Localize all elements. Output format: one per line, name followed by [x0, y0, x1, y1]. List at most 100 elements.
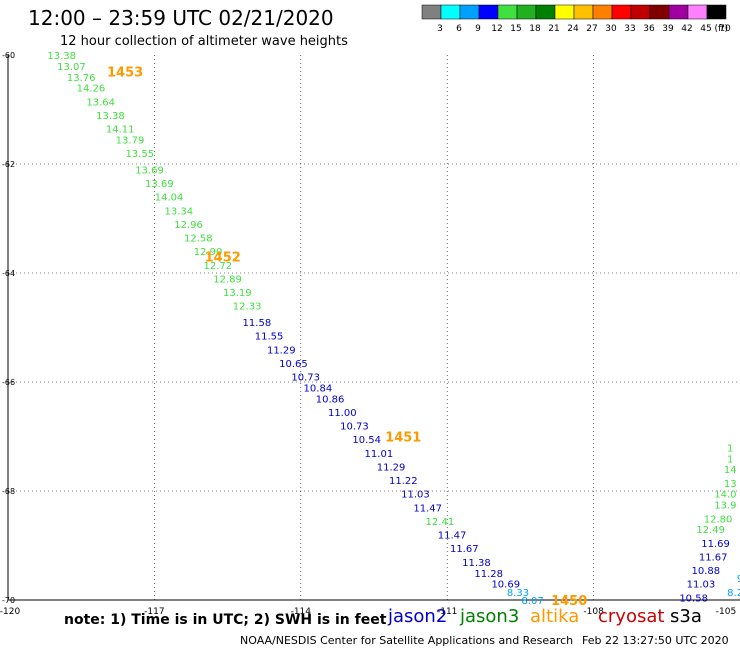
wave-height-value: 13.64	[86, 97, 115, 108]
wave-height-value: 10.54	[352, 435, 381, 446]
wave-height-value: 11.29	[267, 345, 296, 356]
colorbar-tick-label: 30	[605, 24, 617, 34]
credit-line: NOAA/NESDIS Center for Satellite Applica…	[240, 634, 574, 647]
wave-height-value: 14.04	[155, 193, 184, 204]
colorbar-tick-label: 3	[437, 24, 443, 34]
colorbar-tick-label: 36	[643, 24, 655, 34]
wave-height-value: 12.49	[696, 525, 725, 536]
y-tick-label: -68	[2, 487, 15, 496]
wave-height-value: 11.47	[413, 503, 442, 514]
colorbar-tick-label: 15	[510, 24, 521, 34]
legend-satellite-s3a: s3a	[670, 606, 702, 627]
wave-height-value: 11.01	[365, 449, 394, 460]
wave-height-value: 12.33	[233, 302, 262, 313]
colorbar-tick-label: 33	[624, 24, 635, 34]
wave-height-value: 11.47	[438, 531, 467, 542]
colorbar-tick-label: 42	[681, 24, 692, 34]
colorbar-swatch	[706, 4, 727, 20]
wave-height-value: 13.69	[135, 165, 164, 176]
pass-number-label: 1451	[385, 431, 421, 446]
wave-height-value: 12.89	[213, 274, 242, 285]
y-tick-label: -60	[2, 51, 15, 60]
y-tick-label: -64	[2, 269, 15, 278]
wave-height-value: 13.07	[57, 62, 86, 73]
wave-height-value: 11.28	[474, 569, 503, 580]
wave-height-value: 8.2	[727, 588, 740, 599]
colorbar-tick-label: 18	[529, 24, 541, 34]
wave-height-value: 13.9	[714, 501, 736, 512]
wave-height-value: 11.03	[401, 490, 430, 501]
y-tick-label: -66	[2, 378, 15, 387]
colorbar-tick-label: 27	[586, 24, 597, 34]
wave-height-value: 8.33	[507, 588, 529, 599]
wave-height-value: 11.67	[699, 552, 728, 563]
wave-height-value: 12.41	[426, 517, 455, 528]
wave-height-value: 12.72	[204, 261, 233, 272]
wave-height-value: 11.67	[450, 544, 479, 555]
wave-height-value: 8.07	[521, 596, 543, 607]
x-tick-label: -108	[583, 607, 604, 617]
wave-height-value: 11.00	[328, 408, 357, 419]
wave-height-value: 11.38	[462, 558, 491, 569]
y-tick-label: -62	[2, 160, 15, 169]
wave-height-value: 13.19	[223, 288, 252, 299]
pass-number-label: 1452	[205, 251, 241, 266]
y-tick-label: -70	[2, 596, 15, 605]
wave-height-value: 13.38	[47, 51, 76, 62]
wave-height-value: 14.11	[106, 125, 135, 136]
colorbar-tick-label: 45	[700, 24, 711, 34]
colorbar-unit-label: (ft)	[714, 24, 728, 34]
color-scale-bar: 3 6 9 12 15 18 21 24 27 30 33 36 39 42 45 70(ft)	[421, 4, 731, 34]
wave-height-value: 10.58	[679, 593, 708, 604]
generated-timestamp: Feb 22 13:27:50 UTC 2020	[582, 634, 729, 647]
pass-number-label: 1450	[551, 594, 587, 609]
wave-height-value: 10.73	[291, 373, 320, 384]
wave-height-value: 11.29	[377, 462, 406, 473]
wave-height-value: 13.69	[145, 179, 174, 190]
wave-height-value: 10.86	[316, 394, 345, 405]
chart-subtitle: 12 hour collection of altimeter wave hei…	[60, 34, 348, 49]
x-tick-label: -120	[0, 607, 20, 617]
wave-height-value: 1	[727, 454, 733, 465]
wave-height-value: 10.88	[692, 566, 721, 577]
wave-height-value: 11.69	[701, 539, 730, 550]
wave-height-value: 11.58	[243, 318, 272, 329]
wave-height-value: 13.76	[67, 73, 96, 84]
footer-note: note: 1) Time is in UTC; 2) SWH is in fe…	[64, 612, 387, 628]
x-tick-label: -114	[291, 607, 312, 617]
wave-height-value: 10.84	[304, 383, 333, 394]
colorbar-tick-label: 12	[491, 24, 502, 34]
colorbar-tick-label: 70	[719, 24, 731, 34]
wave-height-value: 9	[737, 574, 740, 585]
wave-height-value: 14.0	[714, 490, 736, 501]
legend-satellite-jason2: jason2	[388, 606, 448, 627]
wave-height-value: 13.38	[96, 111, 125, 122]
x-tick-label: -105	[716, 607, 736, 617]
wave-height-value: 13	[724, 479, 737, 490]
wave-height-value: 11.55	[255, 332, 284, 343]
wave-height-value: 12.58	[184, 234, 213, 245]
wave-height-value: 10.69	[491, 580, 520, 591]
wave-height-value: 10.65	[279, 359, 308, 370]
x-tick-label: -111	[437, 607, 457, 617]
wave-height-value: 12.90	[194, 247, 223, 258]
colorbar-tick-label: 24	[567, 24, 579, 34]
chart-title: 12:00 – 23:59 UTC 02/21/2020	[28, 6, 334, 30]
pass-number-label: 1453	[107, 65, 143, 80]
wave-height-value: 1	[727, 443, 733, 454]
wave-height-value: 13.55	[125, 149, 154, 160]
wave-height-value: 11.22	[389, 476, 418, 487]
colorbar-tick-label: 9	[475, 24, 481, 34]
x-tick-label: -117	[144, 607, 164, 617]
colorbar-tick-label: 6	[456, 24, 462, 34]
wave-height-value: 13.79	[116, 135, 145, 146]
legend-satellite-jason3: jason3	[460, 606, 520, 627]
colorbar-tick-label: 39	[662, 24, 674, 34]
wave-height-value: 14.26	[77, 84, 106, 95]
wave-height-value: 11.03	[687, 580, 716, 591]
legend-satellite-altika: altika	[530, 606, 580, 627]
wave-height-value: 12.96	[174, 220, 203, 231]
wave-height-value: 10.73	[340, 422, 369, 433]
colorbar-tick-label: 21	[548, 24, 559, 34]
